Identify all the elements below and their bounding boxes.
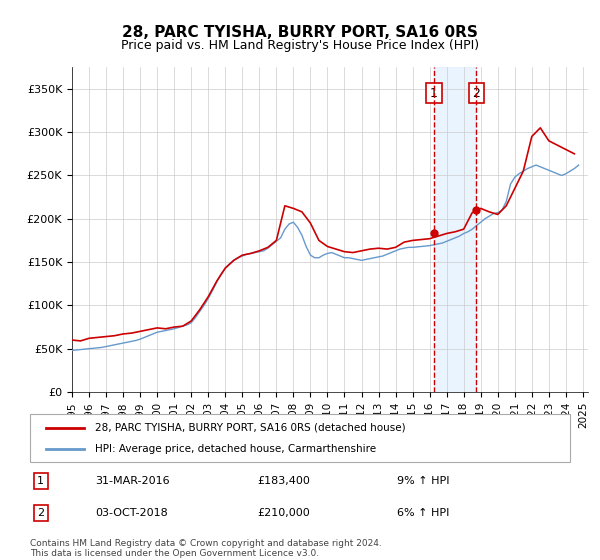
Text: £210,000: £210,000 bbox=[257, 508, 310, 518]
Text: 28, PARC TYISHA, BURRY PORT, SA16 0RS (detached house): 28, PARC TYISHA, BURRY PORT, SA16 0RS (d… bbox=[95, 423, 406, 433]
Text: 1: 1 bbox=[430, 87, 438, 100]
Point bbox=[472, 206, 481, 214]
Text: 9% ↑ HPI: 9% ↑ HPI bbox=[397, 476, 450, 486]
Point bbox=[429, 228, 439, 237]
Text: HPI: Average price, detached house, Carmarthenshire: HPI: Average price, detached house, Carm… bbox=[95, 444, 376, 454]
Text: 1: 1 bbox=[37, 476, 44, 486]
Text: 6% ↑ HPI: 6% ↑ HPI bbox=[397, 508, 449, 518]
FancyBboxPatch shape bbox=[30, 414, 570, 462]
Bar bbox=[434, 67, 476, 392]
Text: 2: 2 bbox=[37, 508, 44, 518]
Text: This data is licensed under the Open Government Licence v3.0.: This data is licensed under the Open Gov… bbox=[30, 549, 319, 558]
Text: Contains HM Land Registry data © Crown copyright and database right 2024.: Contains HM Land Registry data © Crown c… bbox=[30, 539, 382, 548]
Text: Price paid vs. HM Land Registry's House Price Index (HPI): Price paid vs. HM Land Registry's House … bbox=[121, 39, 479, 52]
Text: 03-OCT-2018: 03-OCT-2018 bbox=[95, 508, 167, 518]
Text: £183,400: £183,400 bbox=[257, 476, 310, 486]
Text: 31-MAR-2016: 31-MAR-2016 bbox=[95, 476, 169, 486]
Text: 2: 2 bbox=[473, 87, 481, 100]
Text: 28, PARC TYISHA, BURRY PORT, SA16 0RS: 28, PARC TYISHA, BURRY PORT, SA16 0RS bbox=[122, 25, 478, 40]
